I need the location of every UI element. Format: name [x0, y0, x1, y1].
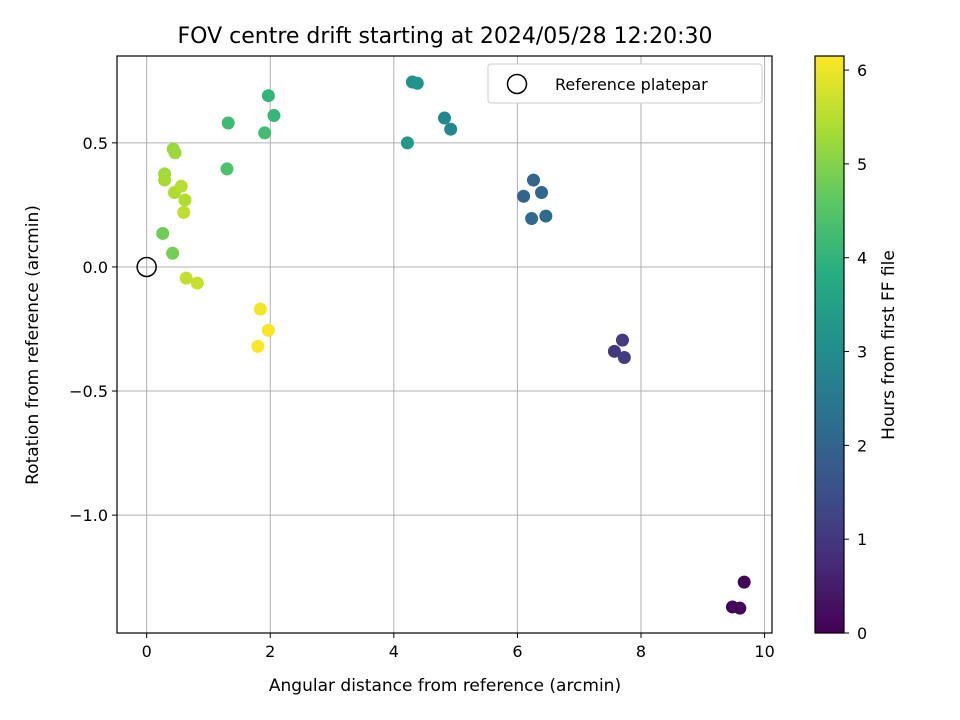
- data-point-33: [253, 302, 267, 316]
- colorbar-label: Hours from first FF file: [879, 250, 899, 440]
- colorbar-gradient: [815, 56, 844, 633]
- legend-box: [487, 63, 763, 104]
- colorbar-tick-label-5: 5: [857, 155, 867, 174]
- data-point-11: [444, 122, 458, 136]
- data-point-3: [607, 344, 621, 358]
- data-point-32: [190, 276, 204, 290]
- data-point-15: [400, 136, 414, 150]
- data-point-30: [177, 205, 191, 219]
- y-tick-label-2: 0.0: [83, 258, 108, 277]
- y-tick-label-3: 0.5: [83, 134, 108, 153]
- data-point-6: [517, 189, 531, 203]
- x-tick-label-0: 0: [142, 642, 152, 661]
- data-point-35: [251, 339, 265, 353]
- x-axis-label: Angular distance from reference (arcmin): [269, 676, 621, 696]
- data-point-0: [737, 575, 751, 589]
- data-point-26: [158, 173, 172, 187]
- data-point-21: [156, 226, 170, 240]
- colorbar-tick-label-6: 6: [857, 61, 867, 80]
- data-point-17: [267, 109, 281, 123]
- x-tick-label-1: 2: [265, 642, 275, 661]
- chart-title: FOV centre drift starting at 2024/05/28 …: [178, 24, 713, 49]
- data-point-16: [261, 89, 275, 103]
- colorbar-ticks: 0 1 2 3 4 5 6: [844, 61, 867, 643]
- data-point-20: [220, 162, 234, 176]
- data-point-14: [410, 76, 424, 90]
- x-tick-label-5: 10: [754, 642, 774, 661]
- x-tick-label-2: 4: [389, 642, 399, 661]
- legend: Reference platepar: [487, 63, 763, 104]
- reference-platepar-marker: [136, 256, 157, 278]
- y-axis-ticks: −1.0 −0.5 0.0 0.5: [69, 134, 117, 525]
- data-points: [156, 75, 751, 615]
- data-point-18: [221, 116, 235, 130]
- data-point-31: [179, 271, 193, 285]
- data-point-8: [535, 185, 549, 199]
- data-point-4: [615, 333, 629, 347]
- plot-frame: [116, 55, 773, 634]
- legend-reference-marker: [506, 73, 528, 95]
- data-point-5: [617, 351, 631, 365]
- data-point-9: [525, 212, 539, 226]
- reference-marker-group: [136, 256, 157, 278]
- colorbar-frame: [814, 55, 845, 634]
- colorbar-tick-label-0: 0: [857, 624, 867, 643]
- y-axis-label: Rotation from reference (arcmin): [23, 205, 43, 485]
- data-point-29: [174, 179, 188, 193]
- data-point-10: [539, 209, 553, 223]
- data-point-19: [258, 126, 272, 140]
- data-point-12: [438, 111, 451, 125]
- x-tick-label-4: 8: [636, 642, 646, 661]
- data-point-2: [733, 601, 747, 615]
- colorbar-tick-label-4: 4: [857, 249, 867, 268]
- colorbar: 0 1 2 3 4 5 6 Hours from first FF file: [814, 55, 899, 643]
- y-tick-label-0: −1.0: [69, 506, 108, 525]
- colorbar-tick-label-3: 3: [857, 343, 867, 362]
- data-point-28: [178, 193, 192, 207]
- data-point-34: [261, 323, 275, 337]
- data-point-24: [168, 146, 182, 160]
- data-point-22: [166, 246, 180, 260]
- y-tick-label-1: −0.5: [69, 382, 108, 401]
- data-point-7: [526, 173, 540, 187]
- x-tick-label-3: 6: [512, 642, 522, 661]
- grid-lines: [117, 56, 772, 633]
- legend-label-reference-platepar: Reference platepar: [555, 75, 708, 94]
- colorbar-tick-label-2: 2: [857, 436, 867, 455]
- colorbar-tick-label-1: 1: [857, 530, 867, 549]
- x-axis-ticks: 0 2 4 6 8 10: [142, 633, 775, 661]
